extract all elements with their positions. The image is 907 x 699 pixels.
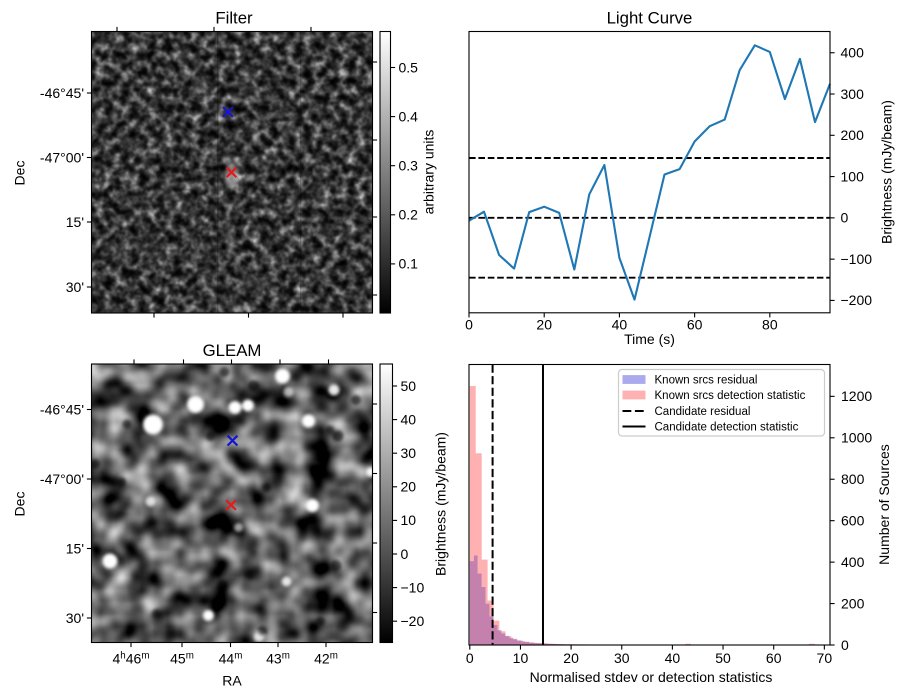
svg-text:0.5: 0.5 — [399, 59, 419, 75]
svg-text:20: 20 — [536, 317, 552, 333]
svg-text:Filter: Filter — [215, 9, 253, 28]
svg-text:-47°00': -47°00' — [40, 471, 84, 487]
svg-text:0.2: 0.2 — [399, 207, 419, 223]
svg-text:50: 50 — [715, 650, 731, 666]
svg-text:80: 80 — [762, 317, 778, 333]
svg-text:60: 60 — [766, 650, 782, 666]
svg-text:−100: −100 — [841, 251, 873, 267]
svg-text:400: 400 — [841, 45, 865, 61]
svg-text:30: 30 — [401, 445, 417, 461]
svg-text:Time (s): Time (s) — [624, 331, 675, 347]
svg-text:0.4: 0.4 — [399, 108, 419, 124]
svg-text:300: 300 — [841, 86, 865, 102]
svg-text:Dec: Dec — [12, 492, 28, 517]
svg-text:30': 30' — [66, 279, 84, 295]
svg-text:Number of Sources: Number of Sources — [876, 444, 892, 565]
svg-text:70: 70 — [817, 650, 833, 666]
svg-text:40: 40 — [612, 317, 628, 333]
svg-text:200: 200 — [841, 127, 865, 143]
svg-text:−10: −10 — [401, 579, 425, 595]
svg-text:800: 800 — [841, 471, 865, 487]
svg-text:-46°45': -46°45' — [40, 401, 84, 417]
svg-text:−200: −200 — [841, 292, 873, 308]
svg-text:arbitrary units: arbitrary units — [421, 130, 437, 215]
svg-text:RA: RA — [222, 673, 242, 689]
svg-text:0: 0 — [465, 317, 473, 333]
svg-text:0: 0 — [401, 546, 409, 562]
svg-text:Known srcs residual: Known srcs residual — [655, 375, 758, 387]
svg-text:Candidate detection statistic: Candidate detection statistic — [655, 422, 799, 434]
svg-text:400: 400 — [841, 554, 865, 570]
svg-text:0: 0 — [841, 637, 849, 653]
svg-text:0.1: 0.1 — [399, 256, 419, 272]
svg-text:Brightness (mJy/beam): Brightness (mJy/beam) — [879, 100, 895, 244]
svg-text:40: 40 — [401, 411, 417, 427]
svg-text:60: 60 — [687, 317, 703, 333]
svg-text:Light Curve: Light Curve — [607, 9, 693, 28]
svg-text:Dec: Dec — [12, 161, 28, 186]
svg-text:10: 10 — [401, 512, 417, 528]
svg-text:20: 20 — [563, 650, 579, 666]
svg-text:1000: 1000 — [841, 430, 872, 446]
svg-text:20: 20 — [401, 479, 417, 495]
svg-text:600: 600 — [841, 512, 865, 528]
svg-text:GLEAM: GLEAM — [203, 341, 262, 360]
svg-text:0.3: 0.3 — [399, 158, 419, 174]
svg-text:0: 0 — [466, 650, 474, 666]
svg-text:40: 40 — [665, 650, 681, 666]
svg-text:30': 30' — [66, 610, 84, 626]
svg-text:-47°00': -47°00' — [40, 149, 84, 165]
svg-text:−20: −20 — [401, 613, 425, 629]
svg-text:Normalised stdev or detection: Normalised stdev or detection statistics — [530, 669, 773, 685]
svg-text:Brightness (mJy/beam): Brightness (mJy/beam) — [433, 432, 449, 576]
svg-text:Candidate residual: Candidate residual — [655, 406, 751, 418]
svg-text:100: 100 — [841, 168, 865, 184]
svg-text:10: 10 — [513, 650, 529, 666]
svg-text:1200: 1200 — [841, 388, 872, 404]
svg-text:30: 30 — [614, 650, 630, 666]
svg-text:0: 0 — [841, 210, 849, 226]
svg-text:-46°45': -46°45' — [40, 85, 84, 101]
svg-text:15': 15' — [66, 214, 84, 230]
svg-text:50: 50 — [401, 378, 417, 394]
svg-text:Known srcs detection statistic: Known srcs detection statistic — [655, 390, 806, 402]
svg-text:15': 15' — [66, 540, 84, 556]
svg-text:200: 200 — [841, 595, 865, 611]
svg-text:4h46m: 4h46m — [113, 651, 150, 667]
